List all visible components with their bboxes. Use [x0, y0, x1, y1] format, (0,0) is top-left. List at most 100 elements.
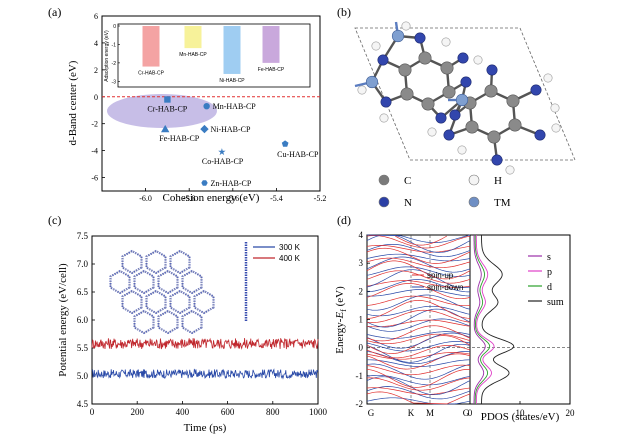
point-label: Co-HAB-CP	[202, 157, 244, 166]
band-line	[367, 359, 471, 367]
panel-label-c: (c)	[48, 213, 61, 227]
nitrogen-atom	[414, 32, 426, 44]
carbon-atom	[487, 130, 501, 144]
inset-bar	[142, 26, 160, 67]
band-line	[366, 318, 471, 332]
marker-square	[164, 96, 171, 103]
inset-bar-label: Cr-HAB-CP	[138, 71, 164, 77]
point-label: Cu-HAB-CP	[277, 150, 319, 159]
framework-ring	[110, 270, 130, 294]
panel-b-structure: C H N TM	[354, 21, 576, 209]
band-line	[366, 387, 471, 395]
band-line	[366, 397, 471, 405]
band-line	[366, 376, 471, 396]
band-line	[366, 364, 471, 376]
framework-ring	[122, 290, 142, 314]
framework-ring	[182, 270, 202, 294]
marker-triangle	[161, 124, 170, 133]
band-line	[366, 377, 471, 391]
pdos-curve	[481, 235, 515, 404]
band-ylabel: Energy-Ef (eV)	[334, 286, 348, 354]
x-tick-label: -5.8	[183, 194, 196, 203]
x-tick-label: 200	[130, 407, 144, 417]
kpoint-label: M	[426, 408, 434, 418]
nitrogen-atom	[530, 84, 542, 96]
inset-y-tick-label: -2	[112, 61, 117, 67]
framework-ring	[194, 290, 214, 314]
y-tick-label: 4	[359, 230, 364, 240]
framework-ring	[109, 269, 131, 295]
inset-bar	[262, 26, 280, 63]
marker-star	[218, 148, 226, 156]
pdos-curve	[473, 235, 486, 404]
nitrogen-atom	[486, 64, 498, 76]
band-line	[395, 235, 447, 246]
inset-bar	[184, 26, 202, 49]
panel-a-ylabel: d-Band center (eV)	[67, 60, 79, 145]
y-tick-label: 2	[359, 286, 364, 296]
carbon-atom	[418, 51, 432, 65]
y-tick-label: -2	[91, 120, 98, 129]
framework-ring	[157, 269, 179, 295]
carbon-atom	[506, 94, 520, 108]
band-line	[366, 266, 471, 277]
y-tick-label: 5.5	[77, 343, 89, 353]
band-line	[366, 253, 471, 262]
point-label: Cr-HAB-CP	[147, 104, 187, 113]
y-tick-label: 6	[94, 12, 98, 21]
y-tick-label: 7.5	[77, 231, 89, 241]
carbon-atom	[440, 61, 454, 75]
band-legend-label: spin-down	[427, 283, 463, 292]
y-tick-label: 4.5	[77, 399, 89, 409]
x-tick-label: 0	[90, 407, 95, 417]
nitrogen-atom	[449, 109, 461, 121]
legend-atom-label: TM	[494, 197, 511, 209]
framework-ring	[134, 310, 154, 334]
metal-atom	[455, 93, 469, 107]
framework-ring	[145, 249, 167, 275]
band-line	[366, 235, 471, 249]
panel-c-xlabel: Time (ps)	[184, 422, 227, 434]
nitrogen-atom	[377, 54, 389, 66]
pdos-x-tick-label: 10	[516, 408, 526, 418]
panel-label-b: (b)	[337, 5, 351, 19]
framework-ring	[133, 309, 155, 335]
framework-ring	[170, 290, 190, 314]
pdos-x-tick-label: 20	[566, 408, 576, 418]
hydrogen-atom	[401, 21, 411, 31]
x-tick-label: 1000	[309, 407, 328, 417]
inset-bar-label: Fe-HAB-CP	[258, 67, 285, 73]
legend-atom-swatch	[378, 196, 390, 208]
legend-atom-label: H	[494, 175, 502, 187]
point-label: Zn-HAB-CP	[210, 179, 251, 188]
framework-ring	[170, 250, 190, 274]
inset-bar-chart: 0 -1 -2 -3 Cr-HAB-CP Mn-HAB-CP Ni-HAB-CP Fe-HAB…	[104, 23, 311, 88]
band-line	[366, 309, 471, 323]
hydrogen-atom	[357, 85, 367, 95]
band-line	[366, 269, 471, 288]
legend-atom-swatch	[468, 174, 480, 186]
x-tick-label: 400	[176, 407, 190, 417]
x-tick-label: -5.6	[226, 194, 239, 203]
y-tick-label: 0	[359, 343, 364, 353]
x-tick-label: 600	[221, 407, 235, 417]
hydrogen-atom	[457, 145, 467, 155]
pdos-legend-label: p	[547, 267, 552, 278]
carbon-atom	[465, 120, 479, 134]
band-line	[366, 280, 471, 288]
pdos-xlabel: PDOS (states/eV)	[481, 411, 560, 423]
y-tick-label: -1	[356, 371, 364, 381]
hydrogen-atom	[441, 37, 451, 47]
framework-ring	[158, 270, 178, 294]
band-line	[366, 305, 471, 317]
panel-c-ylabel: Potential energy (eV/cell)	[57, 263, 69, 377]
nitrogen-atom	[435, 112, 447, 124]
inset-y-tick-label: -3	[112, 79, 117, 85]
kpoint-label: K	[408, 408, 415, 418]
band-line	[366, 353, 471, 370]
framework-ring	[193, 289, 215, 315]
kpoint-label: G	[368, 408, 375, 418]
framework-ring	[122, 250, 142, 274]
